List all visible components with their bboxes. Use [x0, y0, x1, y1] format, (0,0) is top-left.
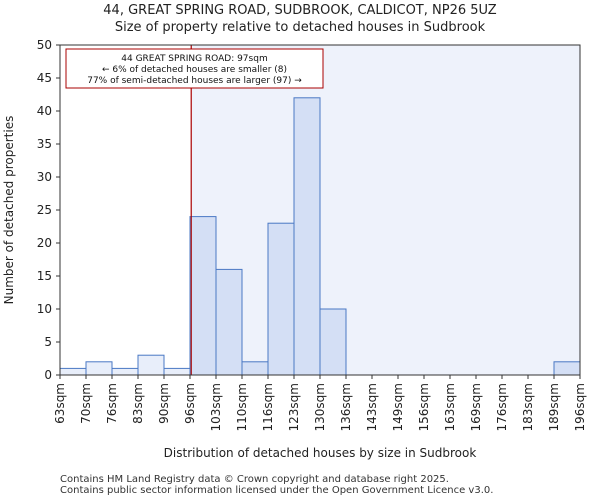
bar-103sqm	[215, 268, 243, 376]
x-tick-label: 136sqm	[339, 383, 353, 431]
y-tick-label: 30	[37, 170, 52, 184]
x-axis-label: Distribution of detached houses by size …	[164, 446, 477, 460]
highlight-region	[191, 45, 580, 375]
y-tick-label: 40	[37, 104, 52, 118]
y-tick-label: 0	[44, 368, 52, 382]
x-tick-label: 90sqm	[157, 383, 171, 424]
footer-credit-line1: Contains HM Land Registry data © Crown c…	[60, 474, 449, 485]
x-tick-label: 76sqm	[105, 383, 119, 424]
x-tick-label: 163sqm	[443, 383, 457, 431]
x-tick-label: 176sqm	[495, 383, 509, 431]
chart-title-line2: Size of property relative to detached ho…	[114, 20, 486, 35]
x-tick-label: 183sqm	[521, 383, 535, 431]
bar-123sqm	[293, 97, 321, 376]
y-axis-label: Number of detached properties	[2, 116, 16, 305]
chart-title-line1: 44, GREAT SPRING ROAD, SUDBROOK, CALDICO…	[103, 3, 497, 18]
bar-90sqm	[163, 367, 191, 376]
bar-63sqm	[59, 367, 87, 376]
y-tick-label: 10	[37, 302, 52, 316]
x-tick-label: 110sqm	[235, 383, 249, 431]
x-tick-label: 169sqm	[469, 383, 483, 431]
annotation-border	[65, 48, 324, 89]
x-tick-label: 130sqm	[313, 383, 327, 431]
annotation-line-3: 77% of semi-detached houses are larger (…	[87, 76, 302, 86]
y-ticks-group: 0 5 10 15 20 25 30 35 40 45 50	[37, 38, 60, 382]
y-tick-label: 15	[37, 269, 52, 283]
bar-116sqm	[267, 222, 295, 376]
annotation-box: 44 GREAT SPRING ROAD: 97sqm ← 6% of deta…	[65, 48, 324, 89]
y-tick-label: 35	[37, 137, 52, 151]
bar-189sqm	[553, 361, 581, 376]
bar-96sqm	[189, 216, 217, 376]
y-tick-label: 50	[37, 38, 52, 52]
y-tick-label: 20	[37, 236, 52, 250]
x-tick-label: 83sqm	[131, 383, 145, 424]
x-ticks-group: 63sqm 70sqm 76sqm 83sqm 90sqm 96sqm 103sqm 110s…	[53, 375, 587, 431]
bar-130sqm	[319, 308, 347, 376]
x-tick-label: 156sqm	[417, 383, 431, 431]
x-tick-label: 196sqm	[573, 383, 587, 431]
y-tick-label: 25	[37, 203, 52, 217]
x-tick-label: 123sqm	[287, 383, 301, 431]
y-tick-label: 5	[44, 335, 52, 349]
annotation-line-2: ← 6% of detached houses are smaller (8)	[102, 65, 287, 75]
bar-110sqm	[241, 361, 269, 376]
x-tick-label: 143sqm	[365, 383, 379, 431]
x-tick-label: 70sqm	[79, 383, 93, 424]
x-tick-label: 116sqm	[261, 383, 275, 431]
x-tick-label: 96sqm	[183, 383, 197, 424]
x-tick-label: 103sqm	[209, 383, 223, 431]
bar-70sqm	[85, 361, 113, 376]
x-tick-label: 189sqm	[547, 383, 561, 431]
y-tick-label: 45	[37, 71, 52, 85]
footer-credit-line2: Contains public sector information licen…	[60, 485, 494, 496]
x-tick-label: 63sqm	[53, 383, 67, 424]
bar-83sqm	[137, 354, 165, 376]
annotation-line-1: 44 GREAT SPRING ROAD: 97sqm	[121, 54, 267, 64]
x-tick-label: 149sqm	[391, 383, 405, 431]
bar-76sqm	[111, 367, 139, 376]
